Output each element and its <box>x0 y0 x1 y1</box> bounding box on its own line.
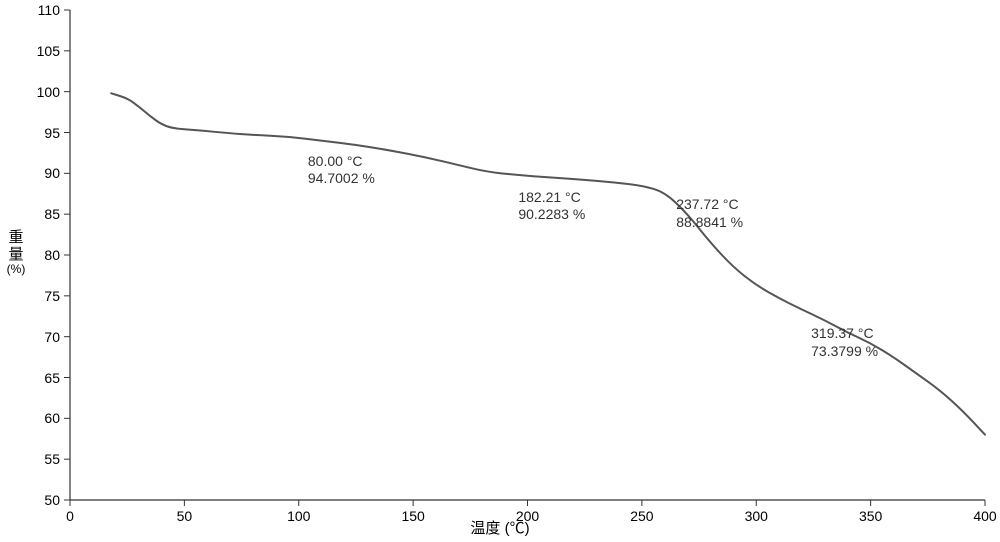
annotation: 319.37 °C73.3799 % <box>811 325 878 360</box>
y-tick-label: 85 <box>26 206 60 222</box>
x-tick-label: 0 <box>66 508 74 524</box>
y-tick-label: 110 <box>26 2 60 18</box>
annotation-pct: 73.3799 % <box>811 343 878 361</box>
annotation-temp: 319.37 °C <box>811 325 878 343</box>
annotation-temp: 80.00 °C <box>308 153 375 171</box>
x-tick-label: 150 <box>401 508 424 524</box>
x-tick-label: 300 <box>745 508 768 524</box>
y-tick-label: 90 <box>26 165 60 181</box>
y-tick-label: 100 <box>26 84 60 100</box>
y-tick-label: 50 <box>26 492 60 508</box>
y-tick-label: 60 <box>26 410 60 426</box>
x-tick-label: 350 <box>859 508 882 524</box>
annotation-temp: 237.72 °C <box>676 196 743 214</box>
y-tick-label: 65 <box>26 370 60 386</box>
annotation: 237.72 °C88.8841 % <box>676 196 743 231</box>
y-tick-label: 105 <box>26 43 60 59</box>
annotation-temp: 182.21 °C <box>518 189 585 207</box>
y-tick-label: 95 <box>26 125 60 141</box>
annotation-pct: 88.8841 % <box>676 214 743 232</box>
annotation-pct: 94.7002 % <box>308 170 375 188</box>
x-tick-label: 400 <box>973 508 996 524</box>
x-tick-label: 50 <box>177 508 193 524</box>
annotation-pct: 90.2283 % <box>518 206 585 224</box>
x-tick-label: 100 <box>287 508 310 524</box>
y-tick-label: 70 <box>26 329 60 345</box>
annotation: 80.00 °C94.7002 % <box>308 153 375 188</box>
annotation: 182.21 °C90.2283 % <box>518 189 585 224</box>
x-tick-label: 200 <box>516 508 539 524</box>
y-tick-label: 55 <box>26 451 60 467</box>
x-tick-label: 250 <box>630 508 653 524</box>
y-tick-label: 75 <box>26 288 60 304</box>
y-tick-label: 80 <box>26 247 60 263</box>
plot-svg <box>0 0 1000 542</box>
tga-chart: 重 量 (%) 温度 (℃) 5055606570758085909510010… <box>0 0 1000 542</box>
